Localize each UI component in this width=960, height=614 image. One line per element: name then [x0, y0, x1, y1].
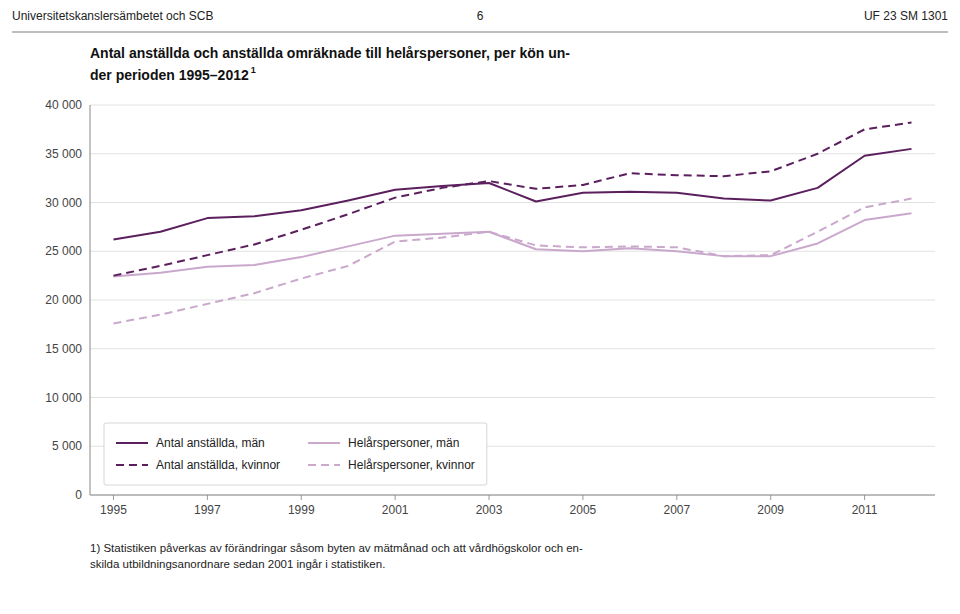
y-tick-label: 40 000 [45, 98, 82, 112]
x-tick-label: 2003 [476, 503, 503, 517]
series-line [113, 123, 911, 276]
y-tick-label: 25 000 [45, 244, 82, 258]
grid-line [90, 495, 935, 496]
x-tick-label: 2005 [570, 503, 597, 517]
x-tick-label: 1999 [288, 503, 315, 517]
legend-label: Antal anställda, män [156, 436, 265, 450]
legend-item: Helårspersoner, kvinnor [308, 458, 475, 472]
legend: Antal anställda, män Antal anställda, kvi… [104, 423, 487, 485]
header-center: 6 [477, 9, 484, 23]
header-separator [12, 32, 948, 33]
header-left: Universitetskanslersämbetet och SCB [12, 9, 213, 23]
legend-label: Antal anställda, kvinnor [156, 458, 280, 472]
footnote: 1) Statistiken påverkas av förändringar … [90, 542, 583, 554]
y-axis-line [90, 105, 91, 495]
grid-line [90, 153, 935, 154]
x-tick [770, 495, 771, 500]
x-tick [113, 495, 114, 500]
grid-line [90, 202, 935, 203]
legend-swatch [308, 464, 340, 466]
grid-line [90, 348, 935, 349]
x-tick [207, 495, 208, 500]
grid-line [90, 105, 935, 106]
title-line2: der perioden 1995–2012 [90, 67, 249, 83]
x-tick-label: 2009 [757, 503, 784, 517]
series-line [113, 149, 911, 240]
x-tick-label: 1997 [194, 503, 221, 517]
x-tick [395, 495, 396, 500]
legend-item: Helårspersoner, män [308, 436, 459, 450]
chart: Universitetskanslersämbetet och SCB 6 UF 2… [0, 0, 960, 614]
grid-line [90, 300, 935, 301]
x-tick [301, 495, 302, 500]
y-tick-label: 0 [75, 488, 82, 502]
x-tick [582, 495, 583, 500]
x-tick-label: 1995 [100, 503, 127, 517]
y-ticks: 0 5 000 10 000 15 000 20 000 25 000 30 000 35 0… [45, 98, 82, 502]
y-tick-label: 20 000 [45, 293, 82, 307]
x-tick-label: 2011 [852, 503, 878, 517]
legend-item: Antal anställda, män [116, 436, 265, 450]
grid-line [90, 251, 935, 252]
x-tick-label: 2001 [382, 503, 409, 517]
x-tick [864, 495, 865, 500]
x-tick-label: 2007 [663, 503, 690, 517]
y-tick-label: 30 000 [45, 196, 82, 210]
grid-line [90, 397, 935, 398]
y-tick-label: 5 000 [52, 439, 82, 453]
y-tick-label: 15 000 [45, 342, 82, 356]
legend-swatch [116, 464, 148, 466]
legend-label: Helårspersoner, män [348, 436, 459, 450]
legend-swatch [308, 442, 340, 444]
x-tick [489, 495, 490, 500]
footnote: skilda utbildningsanordnare sedan 2001 i… [90, 558, 385, 570]
header-right: UF 23 SM 1301 [864, 9, 948, 23]
legend-swatch [116, 442, 148, 444]
x-axis-line [90, 495, 935, 496]
title: Antal anställda och anställda omräknade … [90, 45, 570, 61]
y-grid [90, 105, 935, 495]
x-ticks: 1995 1997 1999 2001 2003 2005 2007 2009 2011 [100, 495, 878, 517]
legend-label: Helårspersoner, kvinnor [348, 458, 475, 472]
y-tick-label: 10 000 [45, 391, 82, 405]
legend-item: Antal anställda, kvinnor [116, 458, 280, 472]
title-superscript: 1 [251, 65, 256, 75]
x-tick [676, 495, 677, 500]
y-tick-label: 35 000 [45, 147, 82, 161]
legend-frame [104, 423, 487, 485]
lines [113, 123, 911, 324]
series-line [113, 213, 911, 276]
